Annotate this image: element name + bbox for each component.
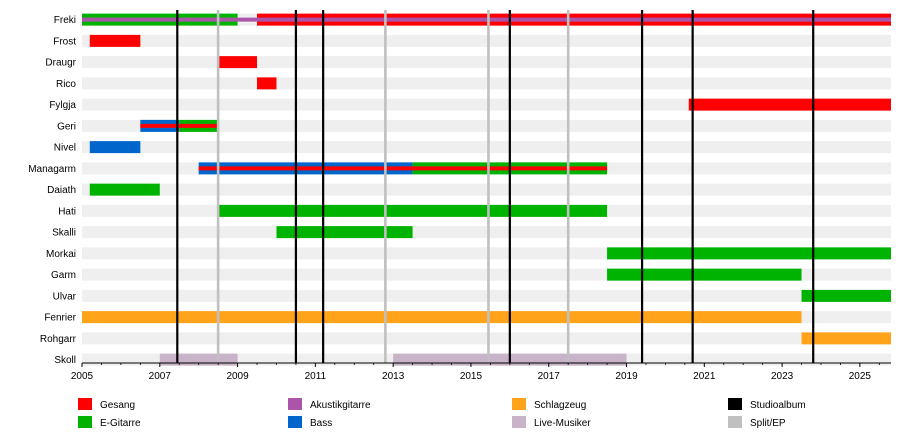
member-label-skoll: Skoll — [54, 355, 76, 366]
x-tick-label-2021: 2021 — [693, 371, 716, 382]
legend-swatch-live-musiker — [512, 416, 526, 428]
member-label-freki: Freki — [54, 15, 76, 26]
legend-swatch-gesang — [78, 398, 92, 410]
bar-rohgarr-schlagzeug-0 — [801, 332, 891, 345]
member-label-managarm: Managarm — [28, 164, 76, 175]
legend-swatch-studioalbum — [728, 398, 742, 410]
bar-fenrier-schlagzeug-0 — [82, 311, 802, 324]
row-stripe-daiath — [82, 183, 891, 196]
member-label-rohgarr: Rohgarr — [40, 334, 77, 345]
row-stripe-rico — [82, 77, 891, 90]
member-label-ulvar: Ulvar — [53, 291, 77, 302]
member-labels: Freki Frost Draugr Rico Fylgja Geri Nivel Manag… — [28, 15, 76, 366]
legend-swatch-bass — [288, 416, 302, 428]
x-axis: 2005 2007 2009 2011 2013 2015 2017 2019 2021 2023… — [71, 362, 891, 382]
bar-skalli-e-gitarre-0 — [276, 226, 413, 239]
x-tick-label-2005: 2005 — [71, 371, 94, 382]
x-tick-label-2013: 2013 — [382, 371, 405, 382]
bar-garm-e-gitarre-0 — [607, 268, 802, 281]
x-tick-label-2025: 2025 — [849, 371, 872, 382]
bar-managarm-gesang-2 — [198, 166, 608, 171]
legend-label-bass: Bass — [310, 418, 332, 429]
member-label-geri: Geri — [57, 121, 76, 132]
bar-geri-gesang-2 — [140, 123, 219, 128]
row-stripe-draugr — [82, 56, 891, 69]
row-stripe-frost — [82, 34, 891, 47]
member-label-morkai: Morkai — [46, 249, 76, 260]
x-tick-label-2011: 2011 — [305, 371, 327, 382]
legend-swatch-e-gitarre — [78, 416, 92, 428]
x-tick-label-2019: 2019 — [615, 371, 638, 382]
member-label-rico: Rico — [56, 79, 76, 90]
x-tick-label-2017: 2017 — [538, 371, 561, 382]
member-label-hati: Hati — [58, 206, 76, 217]
member-label-fylgja: Fylgja — [49, 100, 76, 111]
member-label-daiath: Daiath — [47, 185, 76, 196]
bar-nivel-bass-0 — [89, 141, 141, 154]
member-label-garm: Garm — [51, 270, 76, 281]
release-lines — [176, 10, 815, 363]
x-tick-label-2015: 2015 — [460, 371, 483, 382]
member-label-skalli: Skalli — [52, 228, 76, 239]
bar-frost-gesang-0 — [89, 34, 141, 47]
member-label-nivel: Nivel — [54, 143, 76, 154]
member-label-fenrier: Fenrier — [44, 313, 76, 324]
bar-rico-gesang-0 — [257, 77, 277, 90]
legend-label-live-musiker: Live-Musiker — [534, 418, 591, 429]
bar-draugr-gesang-0 — [218, 56, 258, 69]
bar-freki-akustikgitarre-3 — [257, 17, 891, 22]
legend-label-schlagzeug: Schlagzeug — [534, 400, 586, 411]
member-label-frost: Frost — [53, 36, 76, 47]
row-stripe-rohgarr — [82, 332, 891, 345]
bar-hati-e-gitarre-0 — [218, 204, 608, 217]
bar-daiath-e-gitarre-0 — [89, 183, 160, 196]
x-tick-label-2023: 2023 — [771, 371, 794, 382]
x-tick-label-2007: 2007 — [149, 371, 172, 382]
legend-swatch-schlagzeug — [512, 398, 526, 410]
legend-label-split-ep: Split/EP — [750, 418, 786, 429]
legend-swatch-split-ep — [728, 416, 742, 428]
legend: Gesang Akustikgitarre Schlagzeug Studioalbu… — [78, 398, 806, 429]
legend-label-e-gitarre: E-Gitarre — [100, 418, 141, 429]
legend-swatch-akustikgitarre — [288, 398, 302, 410]
legend-label-akustikgitarre: Akustikgitarre — [310, 400, 371, 411]
row-stripe-geri — [82, 119, 891, 132]
row-stripe-ulvar — [82, 289, 891, 302]
bar-fylgja-gesang-0 — [688, 98, 891, 111]
row-stripe-skalli — [82, 226, 891, 239]
bar-morkai-e-gitarre-0 — [607, 247, 891, 260]
legend-label-studioalbum: Studioalbum — [750, 400, 806, 411]
member-label-draugr: Draugr — [45, 58, 76, 69]
bar-ulvar-e-gitarre-0 — [801, 289, 891, 302]
legend-label-gesang: Gesang — [100, 400, 135, 411]
x-tick-label-2009: 2009 — [226, 371, 249, 382]
row-stripe-nivel — [82, 141, 891, 154]
